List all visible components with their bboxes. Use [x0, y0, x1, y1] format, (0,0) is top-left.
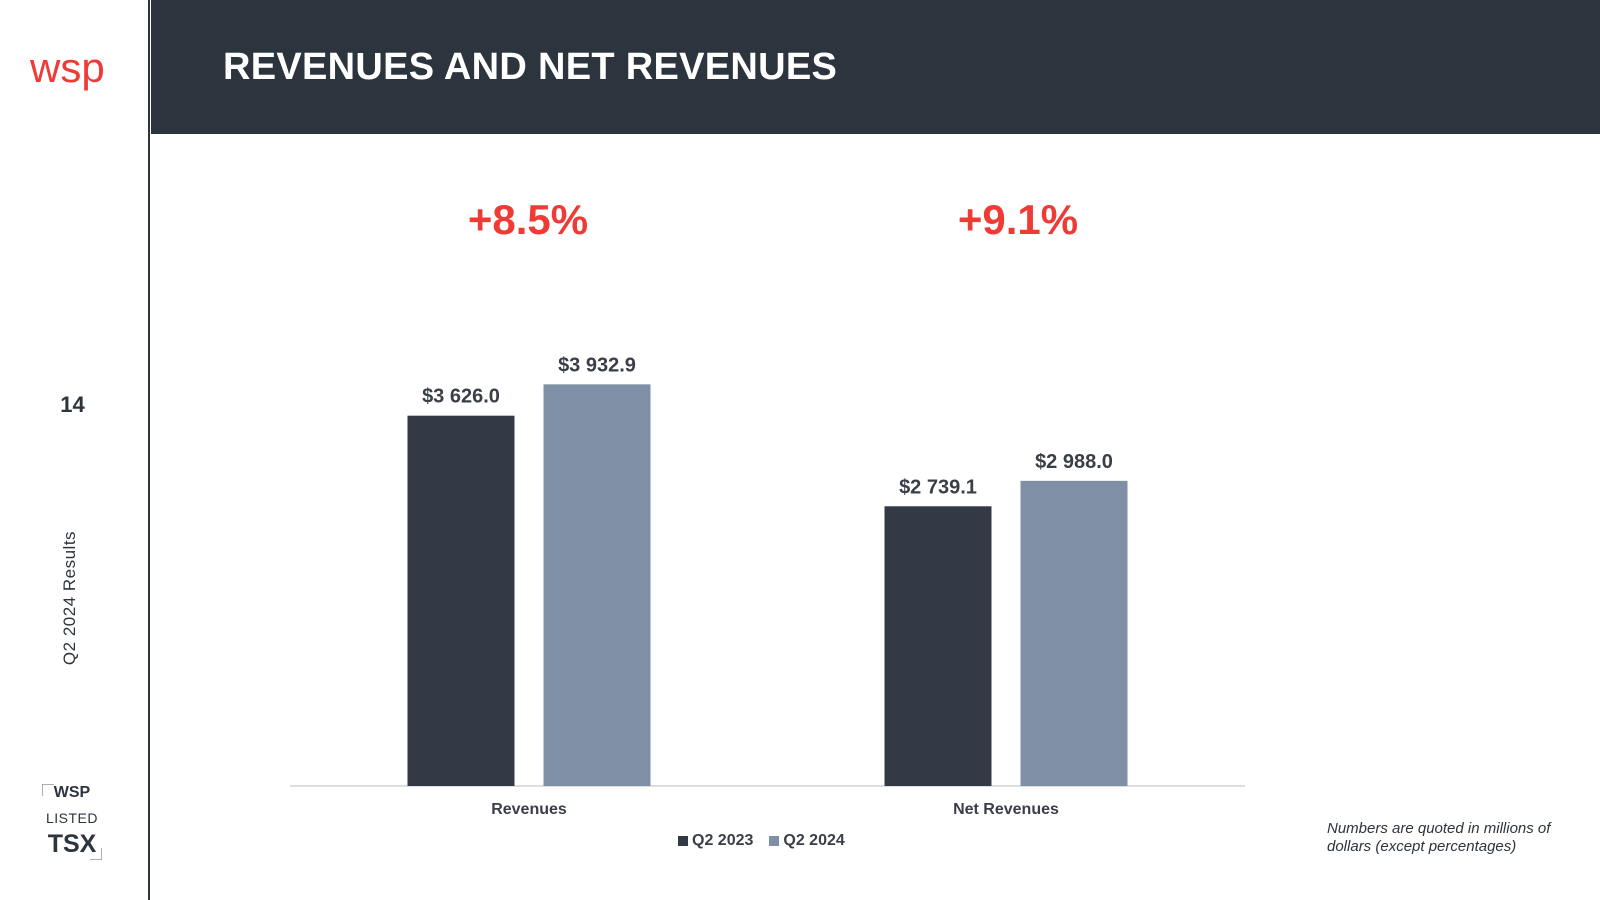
category-label: Revenues: [491, 801, 567, 818]
legend-swatch: [678, 836, 688, 846]
page-number: 14: [60, 392, 85, 417]
data-label: $2 739.1: [899, 476, 977, 498]
wsp-logo: wsp: [30, 50, 105, 91]
tsx-listed-badge: WSP LISTED TSX: [42, 784, 102, 860]
badge-listed: LISTED: [45, 810, 98, 826]
badge-tsx: TSX: [47, 830, 97, 858]
page-title: REVENUES AND NET REVENUES: [223, 46, 838, 88]
legend-label: Q2 2023: [692, 832, 754, 849]
bar-revenues-q2-2023: [407, 415, 515, 786]
data-label: $3 932.9: [558, 354, 636, 376]
legend-swatch: [769, 836, 780, 846]
bar-revenues-q2-2024: [543, 384, 651, 786]
legend-item-q2-2024: Q2 2024: [769, 832, 845, 850]
report-label: Q2 2024 Results: [60, 530, 79, 666]
category-label: Net Revenues: [953, 801, 1059, 818]
svg-text:wsp: wsp: [30, 50, 105, 91]
footnote: Numbers are quoted in millions of dollar…: [1327, 820, 1551, 855]
growth-net-revenues: +9.1%: [957, 196, 1079, 243]
growth-revenues: +8.5%: [467, 196, 589, 243]
legend-label: Q2 2024: [783, 832, 845, 849]
header-bar: REVENUES AND NET REVENUES: [151, 0, 1600, 134]
data-label: $3 626.0: [422, 386, 500, 408]
bar-net-revenues-q2-2024: [1020, 480, 1128, 786]
legend: Q2 2023 Q2 2024: [678, 832, 845, 850]
sidebar: wsp 14 Q2 2024 Results WSP LISTED TSX: [0, 0, 150, 900]
badge-wsp: WSP: [53, 784, 91, 801]
data-label: $2 988.0: [1035, 451, 1113, 473]
bar-net-revenues-q2-2023: [884, 506, 992, 786]
legend-item-q2-2023: Q2 2023: [678, 832, 753, 850]
